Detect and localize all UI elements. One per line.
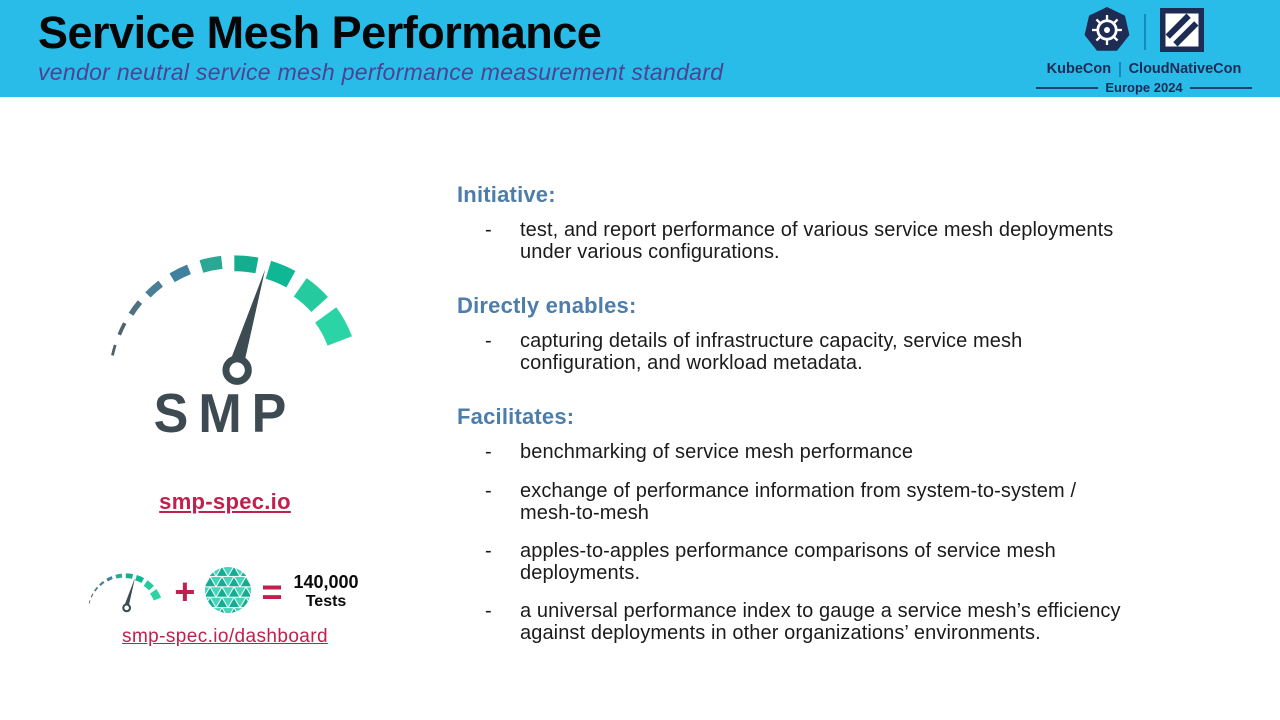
section-initiative: Initiative: - test, and report performan…	[457, 182, 1177, 263]
bullet-text: a universal performance index to gauge a…	[520, 600, 1121, 644]
section-heading: Facilitates:	[457, 404, 575, 430]
tests-equation: + = 140,000 Tests	[50, 563, 390, 621]
slide-title: Service Mesh Performance	[38, 7, 602, 58]
tests-result: 140,000 Tests	[289, 572, 359, 611]
tests-label: Tests	[305, 593, 347, 611]
header-banner: Service Mesh Performance vendor neutral …	[0, 0, 1280, 97]
bullet-dash: -	[485, 330, 492, 353]
bullet-text: apples-to-apples performance comparisons…	[520, 540, 1056, 584]
meshery-mesh-icon	[204, 566, 252, 619]
bullet-dash: -	[485, 441, 492, 464]
name-divider	[1119, 61, 1121, 77]
list-item: - capturing details of infrastructure ca…	[457, 330, 1177, 374]
plus-icon: +	[174, 571, 196, 612]
list-item: - apples-to-apples performance compariso…	[457, 540, 1177, 584]
content-column: Initiative: - test, and report performan…	[457, 182, 1177, 673]
conference-edition: Europe 2024	[1036, 80, 1253, 95]
bullet-text: benchmarking of service mesh performance	[520, 441, 914, 464]
bullet-dash: -	[485, 219, 492, 241]
slide-subtitle: vendor neutral service mesh performance …	[38, 58, 724, 85]
smp-wordmark: SMP	[153, 383, 297, 445]
bullet-dash: -	[485, 479, 492, 502]
dashboard-link[interactable]: smp-spec.io/dashboard	[122, 626, 328, 647]
tests-count: 140,000	[293, 572, 359, 593]
edition-rule-left	[1036, 86, 1099, 89]
bullet-text: test, and report performance of various …	[520, 219, 1114, 263]
list-item: - a universal performance index to gauge…	[457, 600, 1177, 644]
edition-rule-right	[1189, 86, 1253, 89]
conference-icon-row	[1036, 6, 1252, 58]
list-item: - benchmarking of service mesh performan…	[457, 442, 1177, 464]
bullet-dash: -	[485, 600, 492, 623]
section-directly-enables: Directly enables: - capturing details of…	[457, 293, 1177, 374]
logo-divider	[1144, 14, 1146, 50]
mini-gauge-icon	[81, 563, 165, 621]
section-heading: Directly enables:	[457, 293, 637, 319]
edition-label: Europe 2024	[1105, 80, 1183, 95]
list-item: - test, and report performance of variou…	[457, 219, 1177, 263]
kubecon-label: KubeCon	[1046, 61, 1112, 77]
conference-logos: KubeCon CloudNativeCon Europe 2024	[1036, 6, 1253, 95]
cloudnativecon-label: CloudNativeCon	[1128, 61, 1242, 77]
list-item: - exchange of performance information fr…	[457, 479, 1177, 524]
bullet-text: capturing details of infrastructure capa…	[520, 330, 1023, 374]
smp-spec-link[interactable]: smp-spec.io	[159, 489, 291, 514]
smp-gauge-logo	[85, 222, 365, 401]
bullet-text: exchange of performance information from…	[520, 479, 1077, 524]
equals-icon: =	[261, 571, 282, 612]
kubecon-icon	[1084, 6, 1130, 58]
section-heading: Initiative:	[457, 182, 556, 207]
section-facilitates: Facilitates: - benchmarking of service m…	[457, 404, 1177, 644]
conference-names: KubeCon CloudNativeCon	[1036, 61, 1252, 77]
cloudnativecon-icon	[1160, 7, 1204, 57]
bullet-dash: -	[485, 540, 492, 563]
